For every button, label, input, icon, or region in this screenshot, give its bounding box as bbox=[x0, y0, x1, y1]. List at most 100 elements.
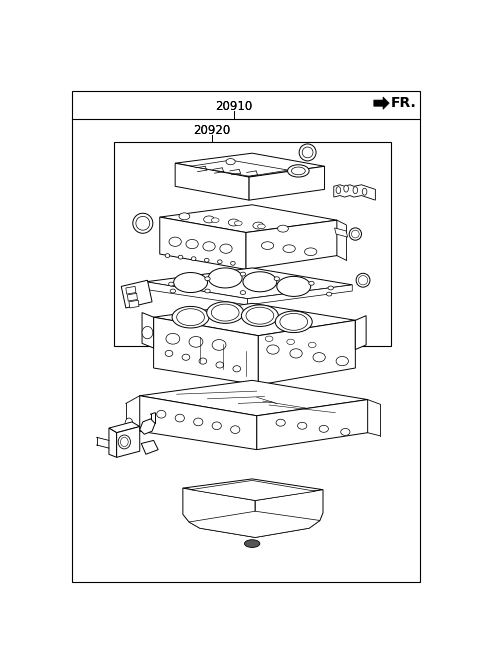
Ellipse shape bbox=[182, 354, 190, 360]
Polygon shape bbox=[109, 422, 140, 433]
Text: 20920: 20920 bbox=[193, 124, 231, 137]
Polygon shape bbox=[189, 511, 320, 538]
Ellipse shape bbox=[344, 185, 348, 192]
Polygon shape bbox=[146, 268, 352, 299]
Polygon shape bbox=[154, 303, 355, 336]
Polygon shape bbox=[154, 317, 258, 385]
Polygon shape bbox=[249, 166, 324, 200]
Ellipse shape bbox=[234, 221, 242, 225]
Polygon shape bbox=[117, 426, 140, 458]
Polygon shape bbox=[257, 400, 368, 450]
Ellipse shape bbox=[243, 271, 277, 291]
Polygon shape bbox=[255, 490, 323, 538]
Ellipse shape bbox=[277, 225, 288, 232]
Ellipse shape bbox=[309, 281, 314, 285]
Bar bbox=[114, 141, 391, 346]
Ellipse shape bbox=[207, 301, 244, 323]
Ellipse shape bbox=[168, 282, 174, 286]
Polygon shape bbox=[127, 293, 137, 301]
Ellipse shape bbox=[216, 362, 224, 368]
Polygon shape bbox=[109, 428, 117, 458]
Polygon shape bbox=[258, 320, 355, 385]
Ellipse shape bbox=[211, 304, 239, 321]
Ellipse shape bbox=[186, 239, 198, 249]
Ellipse shape bbox=[208, 268, 242, 288]
Ellipse shape bbox=[313, 353, 325, 362]
Ellipse shape bbox=[240, 291, 246, 295]
Ellipse shape bbox=[211, 218, 219, 223]
Ellipse shape bbox=[274, 277, 279, 281]
Polygon shape bbox=[191, 480, 315, 500]
Ellipse shape bbox=[233, 366, 240, 372]
Text: 20910: 20910 bbox=[215, 100, 252, 113]
Ellipse shape bbox=[118, 435, 131, 449]
Ellipse shape bbox=[203, 241, 215, 251]
Polygon shape bbox=[160, 205, 337, 233]
Ellipse shape bbox=[230, 261, 235, 265]
Ellipse shape bbox=[204, 216, 215, 223]
Ellipse shape bbox=[178, 255, 183, 259]
Polygon shape bbox=[191, 160, 288, 176]
Ellipse shape bbox=[240, 272, 246, 276]
Ellipse shape bbox=[341, 428, 350, 436]
Ellipse shape bbox=[336, 187, 341, 193]
Ellipse shape bbox=[265, 336, 273, 342]
Ellipse shape bbox=[193, 418, 203, 426]
Ellipse shape bbox=[205, 289, 210, 293]
Polygon shape bbox=[175, 163, 249, 200]
Polygon shape bbox=[126, 286, 136, 294]
Ellipse shape bbox=[125, 418, 133, 429]
Ellipse shape bbox=[226, 159, 235, 165]
Ellipse shape bbox=[133, 213, 153, 233]
Ellipse shape bbox=[336, 356, 348, 366]
Ellipse shape bbox=[165, 253, 170, 257]
Polygon shape bbox=[146, 281, 248, 305]
Ellipse shape bbox=[142, 326, 153, 339]
Ellipse shape bbox=[172, 306, 209, 328]
Ellipse shape bbox=[267, 345, 279, 354]
Ellipse shape bbox=[204, 258, 209, 262]
Ellipse shape bbox=[177, 309, 204, 325]
Ellipse shape bbox=[244, 540, 260, 548]
Ellipse shape bbox=[277, 276, 311, 296]
Polygon shape bbox=[248, 285, 352, 305]
Polygon shape bbox=[246, 220, 337, 269]
Polygon shape bbox=[355, 315, 366, 350]
Ellipse shape bbox=[328, 286, 334, 290]
Ellipse shape bbox=[262, 241, 274, 249]
Polygon shape bbox=[335, 228, 348, 237]
Ellipse shape bbox=[258, 224, 265, 229]
Text: 20910: 20910 bbox=[215, 100, 252, 113]
Polygon shape bbox=[121, 280, 152, 308]
Ellipse shape bbox=[241, 305, 278, 326]
Ellipse shape bbox=[275, 311, 312, 333]
Ellipse shape bbox=[170, 289, 176, 293]
Ellipse shape bbox=[174, 273, 207, 293]
Polygon shape bbox=[140, 380, 368, 416]
Text: FR.: FR. bbox=[391, 96, 417, 110]
Ellipse shape bbox=[326, 292, 332, 296]
Polygon shape bbox=[183, 488, 255, 538]
Ellipse shape bbox=[156, 410, 166, 418]
Ellipse shape bbox=[304, 248, 317, 255]
Polygon shape bbox=[140, 419, 155, 434]
Ellipse shape bbox=[299, 144, 316, 161]
Ellipse shape bbox=[349, 228, 361, 240]
Ellipse shape bbox=[283, 245, 295, 253]
Ellipse shape bbox=[288, 165, 309, 177]
Polygon shape bbox=[129, 300, 139, 308]
Ellipse shape bbox=[120, 438, 128, 447]
Ellipse shape bbox=[351, 230, 359, 238]
Polygon shape bbox=[160, 217, 246, 269]
Ellipse shape bbox=[169, 237, 181, 246]
Ellipse shape bbox=[205, 277, 210, 281]
Ellipse shape bbox=[298, 422, 307, 430]
Ellipse shape bbox=[166, 334, 180, 344]
Ellipse shape bbox=[136, 216, 150, 230]
Ellipse shape bbox=[362, 188, 367, 195]
Ellipse shape bbox=[199, 358, 207, 364]
Ellipse shape bbox=[220, 244, 232, 253]
Polygon shape bbox=[142, 313, 154, 348]
Ellipse shape bbox=[175, 414, 184, 422]
Polygon shape bbox=[141, 440, 158, 454]
